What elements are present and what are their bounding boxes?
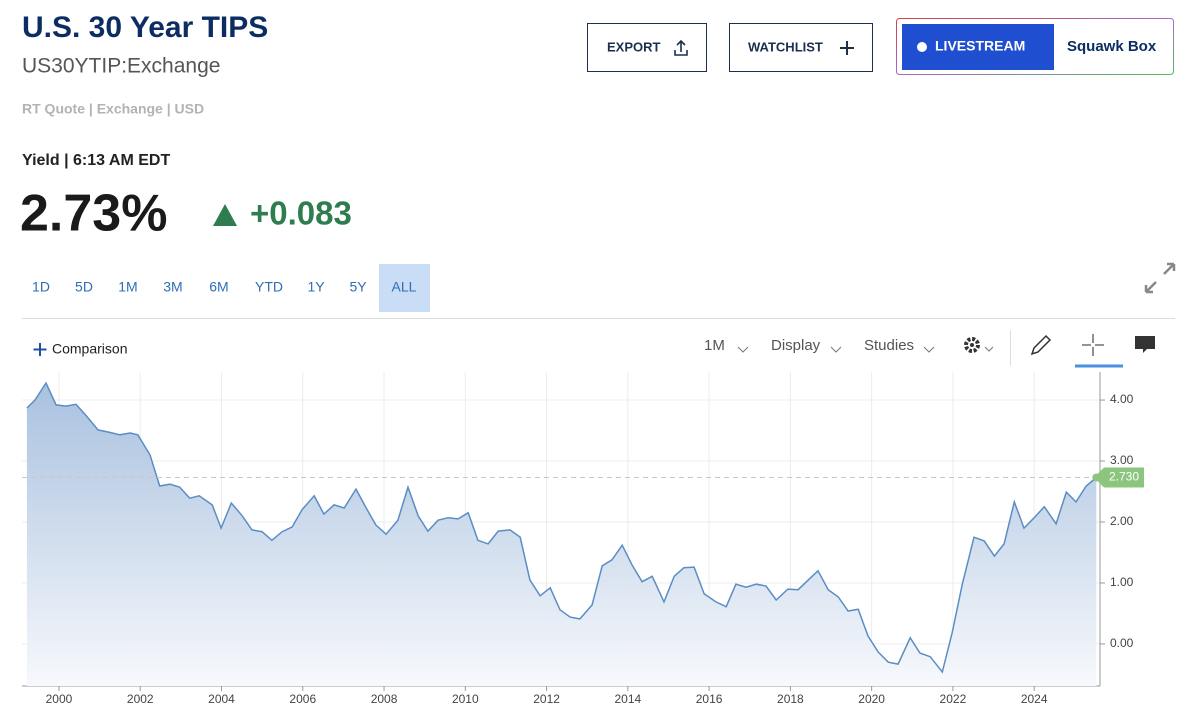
range-tab[interactable]: YTD [255,279,283,295]
quote-info: RT Quote | Exchange | USD [22,101,204,117]
draw-icon[interactable] [1030,334,1052,356]
x-tick-label: 2008 [371,692,398,706]
quote-value: 2.73% [20,185,167,243]
range-label: 5D [75,279,93,295]
range-tab[interactable]: 5Y [349,279,367,295]
menu-label: Studies [864,337,914,354]
menu-label: 1M [704,337,725,354]
title: U.S. 30 Year TIPS [22,11,268,44]
gear-hub [970,343,974,347]
chevron [830,346,842,353]
expand-icon[interactable] [1144,262,1176,294]
range-tab[interactable]: 1D [32,279,50,295]
symbol: US30YTIP:Exchange [22,55,220,78]
y-tick-label: 0.00 [1110,636,1134,650]
chevron [737,346,749,353]
up-arrow [213,204,237,226]
x-tick-label: 2020 [858,692,885,706]
y-tick-label: 4.00 [1110,392,1134,406]
chevron [923,346,935,353]
show-name[interactable]: Squawk Box [1067,38,1157,55]
comment-icon[interactable] [1135,336,1155,353]
livestream-button[interactable]: LIVESTREAM [902,24,1054,70]
range-tab[interactable]: 1Y [307,279,325,295]
price-line [26,381,1097,674]
gear-icon [964,337,980,353]
plus-icon [33,343,47,356]
x-tick-label: 2012 [533,692,560,706]
export-button[interactable]: EXPORT [587,23,707,72]
studies-menu[interactable]: Studies [864,337,935,354]
x-tick-label: 2002 [127,692,154,706]
button-frame [902,24,1054,70]
live-dot [917,42,927,52]
interval-menu[interactable]: 1M [704,337,749,354]
x-tick-label: 2006 [289,692,316,706]
range-label: ALL [392,279,417,295]
range-tabs: 1D 5D 1M 3M 6M YTD 1Y 5Y ALL [32,264,430,312]
range-label: 1M [118,279,137,295]
range-label: 1Y [307,279,325,295]
range-label: 5Y [349,279,367,295]
settings-menu[interactable] [964,337,994,353]
button-frame [587,23,707,72]
range-label: 1D [32,279,50,295]
export-icon [674,39,688,56]
x-tick-label: 2004 [208,692,235,706]
chevron [984,346,994,352]
x-tick-label: 2014 [614,692,641,706]
button-label: WATCHLIST [748,39,823,54]
x-tick-label: 2022 [940,692,967,706]
display-menu[interactable]: Display [771,337,842,354]
plus-icon [840,41,854,55]
button-label: Comparison [52,341,127,357]
range-tab[interactable]: 1M [118,279,137,295]
button-label: EXPORT [607,39,661,54]
menu-label: Display [771,337,821,354]
range-label: 3M [163,279,182,295]
comparison-button[interactable]: Comparison [33,341,128,357]
x-tick-label: 2024 [1021,692,1048,706]
last-value-label: 2.730 [1109,470,1139,484]
y-tick-label: 3.00 [1110,453,1134,467]
quote-label: Yield | 6:13 AM EDT [22,152,170,169]
crosshair-icon[interactable] [1082,334,1104,356]
x-tick-label: 2010 [452,692,479,706]
button-label: LIVESTREAM [935,38,1025,54]
range-tab[interactable]: 5D [75,279,93,295]
x-tick-label: 2016 [696,692,723,706]
active-tab-bg [379,264,430,312]
last-value-tag [1094,467,1144,488]
y-tick-label: 1.00 [1110,575,1134,589]
x-tick-label: 2018 [777,692,804,706]
range-label: YTD [255,279,283,295]
range-tab[interactable]: 3M [163,279,182,295]
quote-change: +0.083 [250,195,352,232]
range-tab[interactable]: 6M [209,279,228,295]
watchlist-button[interactable]: WATCHLIST [729,23,873,72]
chart: 2000 2002 2004 2006 2008 2010 2012 2014 2016 2018… [22,372,1144,706]
y-tick-label: 2.00 [1110,514,1134,528]
area-fill [26,383,1097,686]
range-tab[interactable]: ALL [379,264,430,312]
x-tick-label: 2000 [46,692,73,706]
range-label: 6M [209,279,228,295]
